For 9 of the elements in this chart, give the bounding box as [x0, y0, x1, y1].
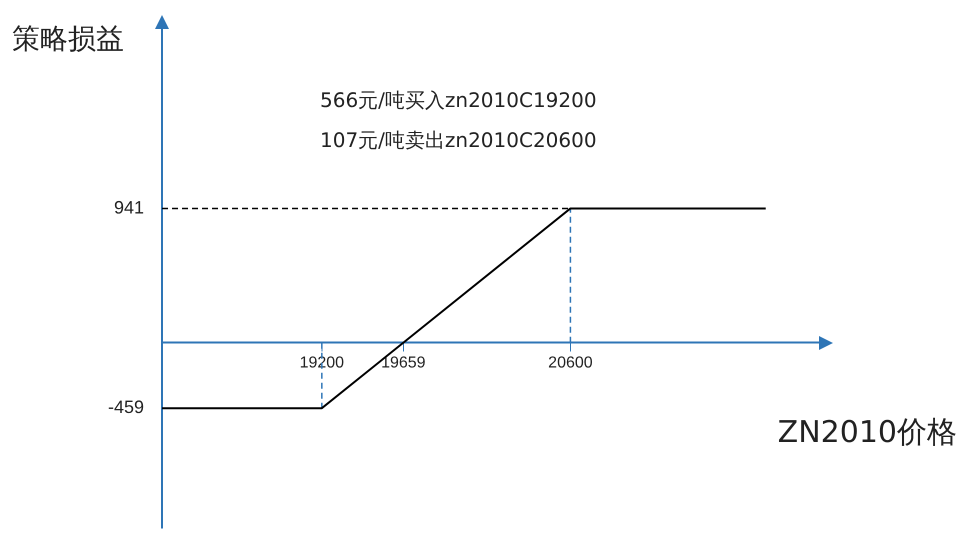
x-tick-label: 20600 [548, 354, 593, 372]
x-axis-title: ZN2010价格 [778, 414, 957, 452]
annotation: 566元/吨买入zn2010C19200 [320, 87, 597, 114]
y-axis-title: 策略损益 [12, 21, 124, 57]
x-tick-label: 19200 [300, 354, 344, 372]
x-tick-label: 19659 [381, 354, 426, 372]
y-tick-label: 941 [114, 197, 144, 218]
y-tick-label: -459 [108, 397, 144, 418]
annotation: 107元/吨卖出zn2010C20600 [320, 127, 597, 154]
